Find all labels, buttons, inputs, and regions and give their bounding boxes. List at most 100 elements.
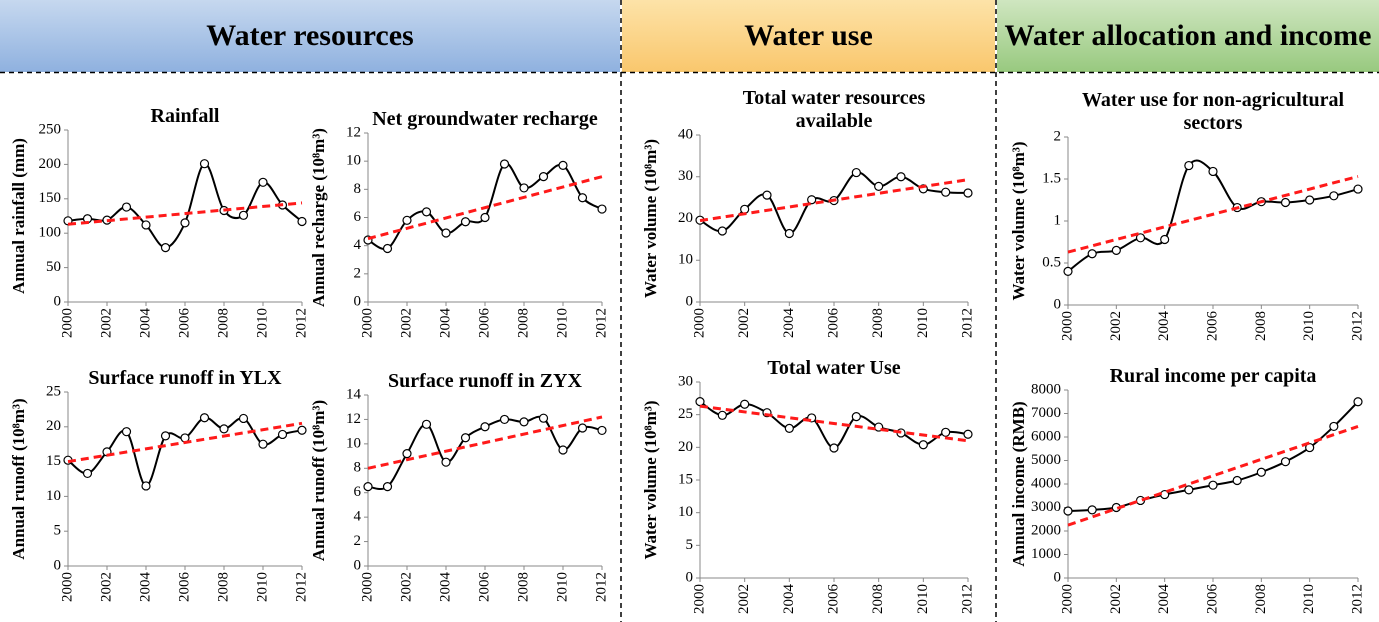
x-tick-label: 2004 <box>137 572 153 603</box>
chart-title: Water use for non-agricultural sectors <box>1081 89 1345 134</box>
data-point <box>784 423 794 433</box>
x-tick-label: 2010 <box>915 584 931 614</box>
y-tick-label: 0 <box>54 557 62 573</box>
x-tick-label: 2002 <box>98 572 114 602</box>
y-tick-label: 0 <box>354 557 362 573</box>
y-tick-label: 3000 <box>1031 499 1061 515</box>
y-tick-label: 8000 <box>1031 381 1061 397</box>
y-tick-label: 6000 <box>1031 428 1061 444</box>
y-tick-label: 10 <box>346 153 361 169</box>
y-tick-label: 100 <box>39 225 62 241</box>
y-tick-label: 8 <box>354 181 362 197</box>
trend-line <box>1067 425 1359 527</box>
data-point <box>441 228 451 238</box>
data-point <box>1329 421 1339 432</box>
x-tick-label: 2010 <box>254 572 270 602</box>
x-tick-label: 2008 <box>1253 584 1269 614</box>
y-tick-label: 0.5 <box>1042 254 1061 270</box>
data-point <box>1232 475 1242 486</box>
data-point <box>402 215 412 225</box>
data-point <box>1184 160 1194 171</box>
data-point <box>1160 234 1170 245</box>
data-point <box>538 172 549 182</box>
x-tick-label: 2002 <box>736 584 752 614</box>
data-point <box>382 482 393 492</box>
x-tick-label: 2010 <box>915 308 931 338</box>
y-tick-label: 150 <box>39 190 62 206</box>
data-point <box>141 481 151 491</box>
data-point <box>829 443 839 453</box>
x-tick-label: 2008 <box>515 308 531 338</box>
y-tick-label: 8 <box>354 460 362 476</box>
data-point <box>519 417 529 427</box>
x-tick-label: 2012 <box>293 572 309 602</box>
section-header: Water use <box>622 0 995 72</box>
x-tick-label: 2006 <box>1204 311 1220 342</box>
data-point <box>297 216 307 227</box>
x-tick-label: 2004 <box>437 308 453 339</box>
x-tick-label: 2008 <box>215 308 231 338</box>
y-tick-label: 1 <box>1054 212 1062 228</box>
y-tick-label: 0 <box>686 569 694 585</box>
y-tick-label: 10 <box>678 252 693 268</box>
data-point <box>519 183 529 193</box>
x-tick-label: 2010 <box>1301 584 1317 614</box>
section-header: Water resources <box>0 0 620 72</box>
data-point <box>1329 191 1339 201</box>
data-point <box>297 425 307 435</box>
chart-title: Total water resources available <box>742 87 926 132</box>
data-point <box>1305 195 1315 205</box>
data-point <box>762 190 772 200</box>
data-point <box>851 167 861 178</box>
data-point <box>258 177 268 187</box>
x-tick-label: 2000 <box>359 572 375 602</box>
data-point <box>941 187 951 197</box>
data-point <box>480 212 490 223</box>
y-axis-label: Annual income (RMB) <box>1009 401 1028 566</box>
data-point <box>597 425 607 436</box>
data-point <box>499 414 510 425</box>
y-tick-label: 250 <box>39 121 62 137</box>
data-point <box>480 422 490 432</box>
y-tick-label: 20 <box>678 210 693 226</box>
trend-line <box>1067 175 1359 254</box>
trend-line <box>367 415 603 470</box>
y-tick-label: 12 <box>346 411 361 427</box>
y-tick-label: 25 <box>678 406 693 422</box>
chart-title: Surface runoff in YLX <box>88 367 282 389</box>
data-point <box>597 204 607 214</box>
y-tick-label: 1.5 <box>1042 170 1061 186</box>
data-point <box>258 439 268 449</box>
trend-line <box>699 178 969 223</box>
data-point <box>82 468 93 479</box>
data-point <box>918 440 928 450</box>
x-tick-label: 2006 <box>825 308 841 339</box>
x-tick-label: 2006 <box>1204 584 1220 615</box>
x-tick-label: 2000 <box>59 308 75 338</box>
x-tick-label: 2012 <box>959 584 975 614</box>
y-tick-label: 15 <box>46 453 61 469</box>
data-point <box>1184 485 1194 495</box>
x-tick-label: 2006 <box>476 308 492 339</box>
data-point <box>277 429 288 440</box>
data-point <box>807 195 817 205</box>
y-tick-label: 1000 <box>1031 546 1061 562</box>
y-tick-label: 2 <box>354 533 362 549</box>
x-tick-label: 2000 <box>59 572 75 602</box>
x-tick-label: 2012 <box>1349 311 1365 341</box>
data-point <box>199 159 210 169</box>
x-tick-label: 2012 <box>293 308 309 338</box>
chart-title: Surface runoff in ZYX <box>388 370 582 392</box>
data-point <box>963 429 973 439</box>
chart-title: Rainfall <box>150 105 220 127</box>
x-tick-label: 2004 <box>137 308 153 339</box>
data-point <box>363 482 373 492</box>
y-tick-label: 4 <box>354 509 362 525</box>
x-tick-label: 2002 <box>398 308 414 338</box>
data-point <box>784 228 794 239</box>
data-point <box>421 207 432 217</box>
y-tick-label: 200 <box>39 156 62 172</box>
x-tick-label: 2000 <box>691 308 707 338</box>
y-axis-label: Water volume (10⁸m³) <box>641 400 660 559</box>
data-point <box>963 188 973 198</box>
